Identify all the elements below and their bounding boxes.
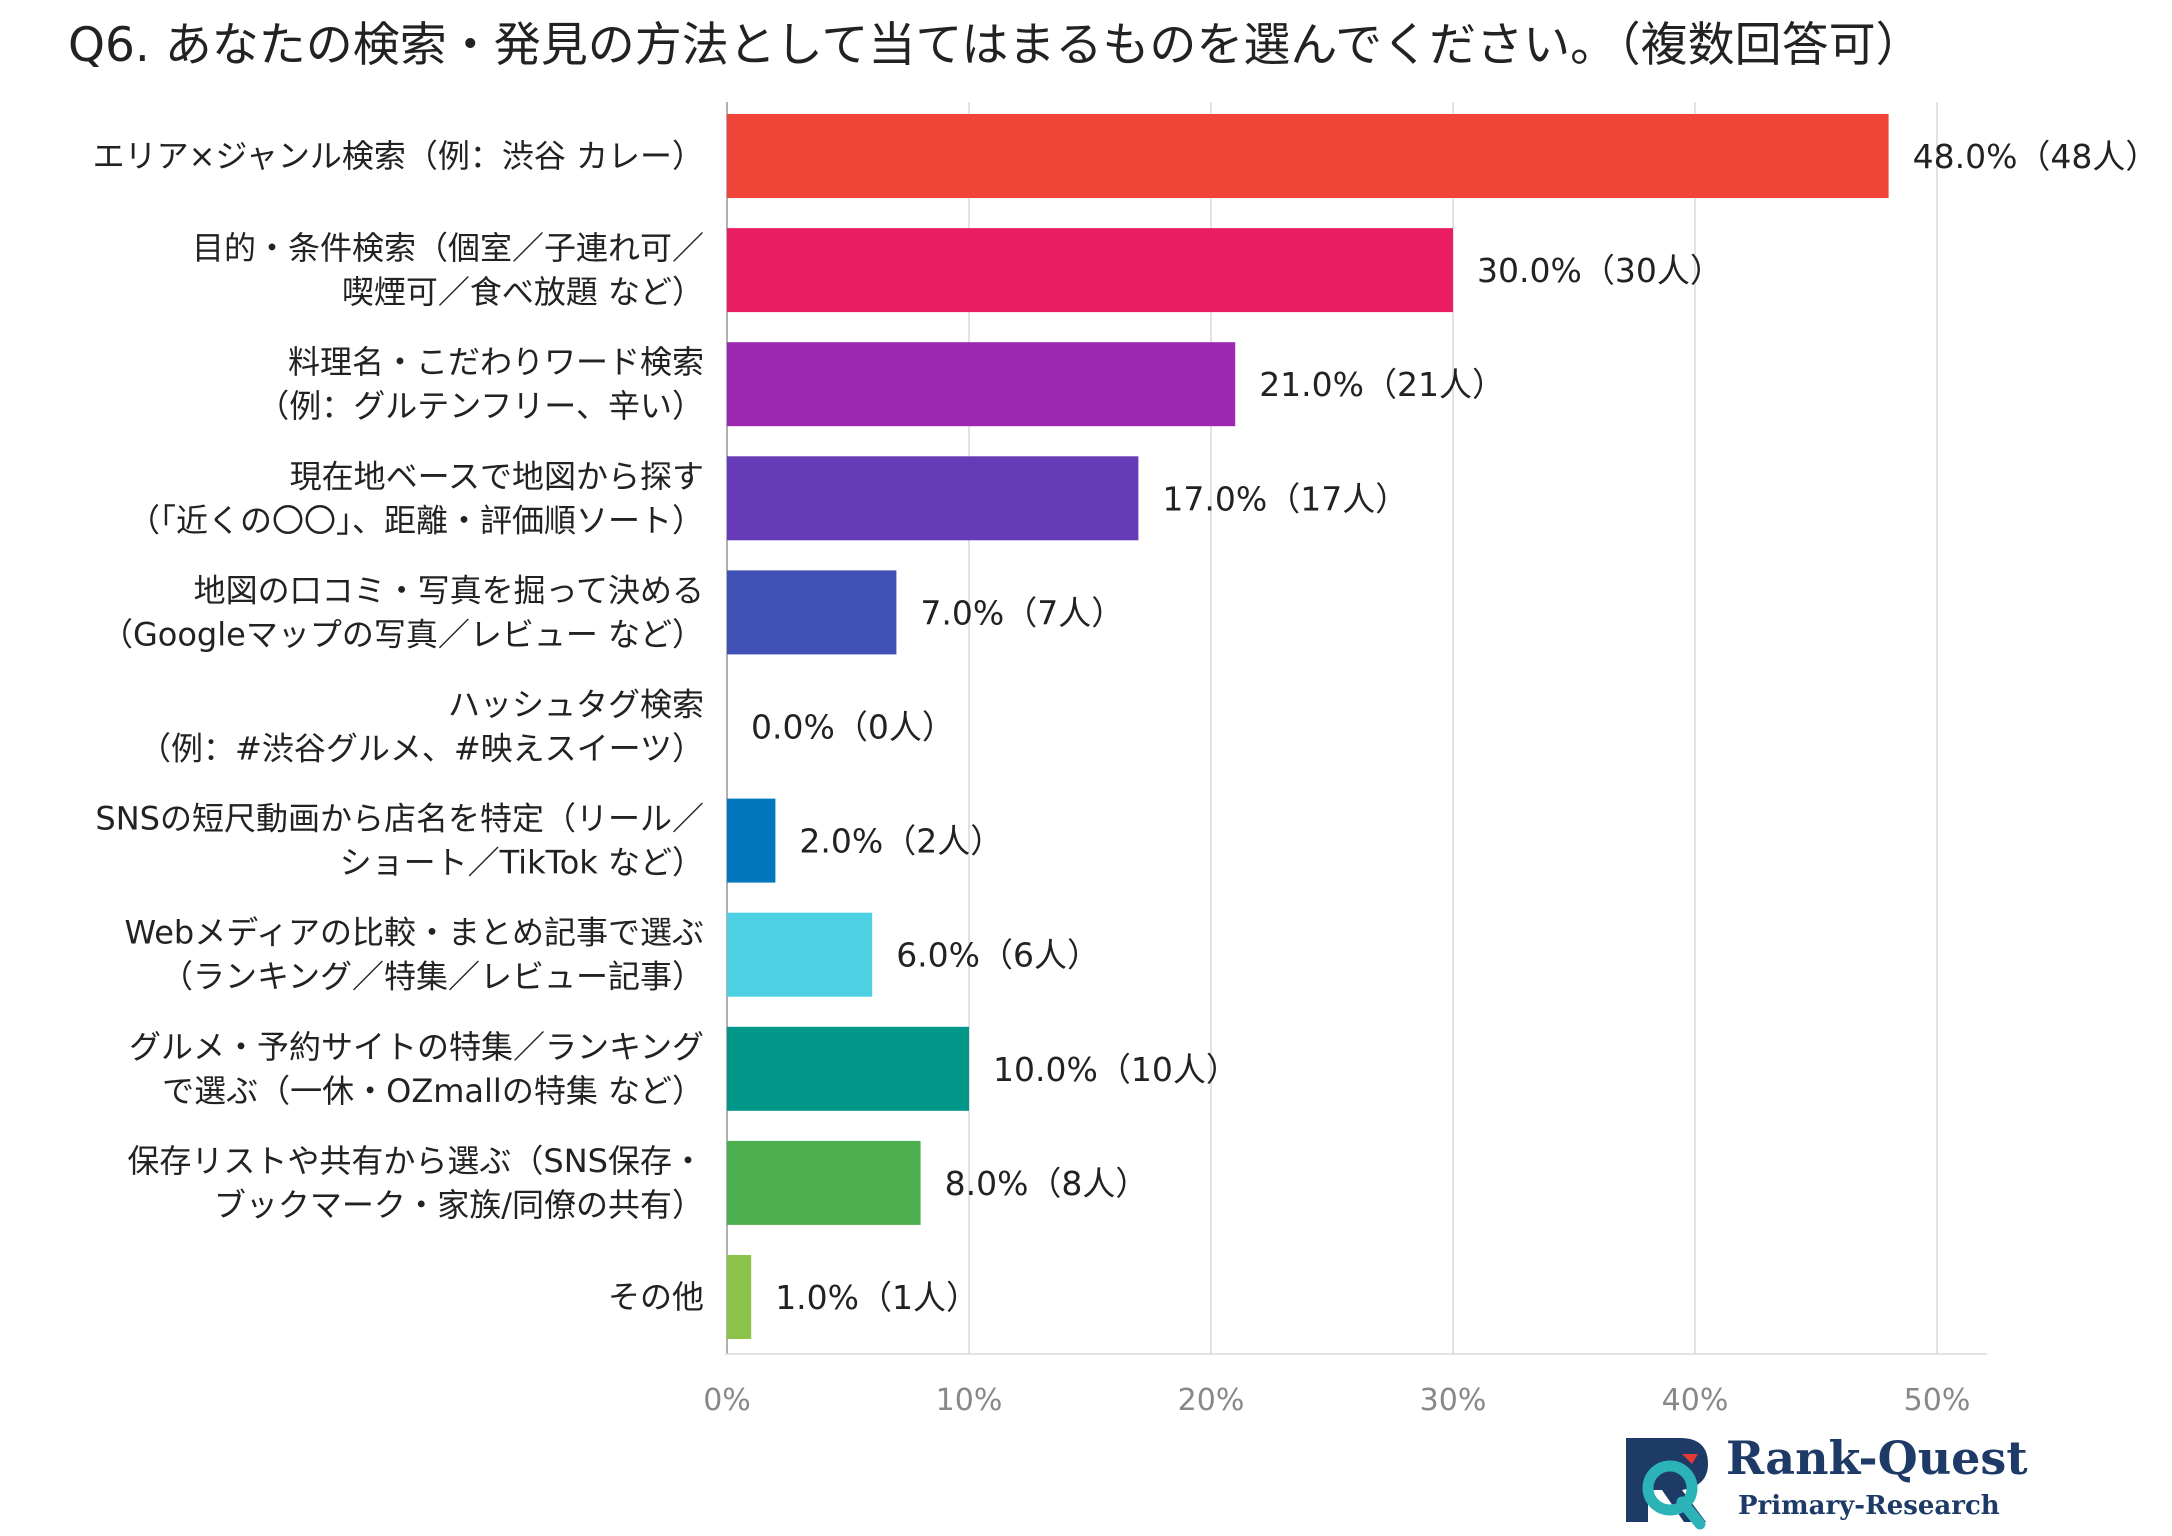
category-label: で選ぶ（一休・OZmallの特集 など） bbox=[162, 1072, 704, 1110]
x-tick-label: 10% bbox=[936, 1383, 1003, 1418]
x-tick-label: 40% bbox=[1662, 1383, 1729, 1418]
bar bbox=[727, 228, 1453, 313]
x-tick-label: 0% bbox=[703, 1383, 751, 1418]
bar bbox=[727, 1140, 921, 1225]
bar bbox=[727, 342, 1236, 427]
category-label: その他 bbox=[608, 1278, 704, 1316]
category-label: ハッシュタグ検索 bbox=[448, 686, 704, 724]
value-label: 2.0%（2人） bbox=[799, 822, 1003, 861]
category-label: SNSの短尺動画から店名を特定（リール／ bbox=[95, 800, 704, 838]
value-labels: 48.0%（48人） 30.0%（30人） 21.0%（21人） 17.0%（17人）… bbox=[751, 137, 2158, 1317]
category-label: 料理名・こだわりワード検索 bbox=[288, 343, 704, 381]
chart-title: Q6. あなたの検索・発見の方法として当てはまるものを選んでください。（複数回答… bbox=[68, 18, 1923, 73]
value-label: 1.0%（1人） bbox=[775, 1278, 979, 1317]
category-label: ブックマーク・家族/同僚の共有） bbox=[214, 1186, 704, 1224]
value-label: 0.0%（0人） bbox=[751, 708, 955, 747]
x-axis-ticks: 0% 10% 20% 30% 40% 50% bbox=[703, 1383, 1970, 1418]
category-labels: エリア×ジャンル検索（例：渋谷 カレー） 目的・条件検索（個室／子連れ可／ 喫煙可／… bbox=[93, 137, 704, 1316]
logo-mark-icon bbox=[1626, 1438, 1708, 1530]
category-label: （Googleマップの写真／レビュー など） bbox=[101, 615, 704, 653]
value-label: 21.0%（21人） bbox=[1259, 365, 1505, 404]
category-label: 地図の口コミ・写真を掘って決める bbox=[194, 571, 704, 609]
category-label: 現在地ベースで地図から探す bbox=[290, 457, 704, 495]
value-label: 17.0%（17人） bbox=[1162, 479, 1408, 518]
bar bbox=[727, 570, 897, 655]
x-tick-label: 50% bbox=[1904, 1383, 1971, 1418]
bar bbox=[727, 1255, 752, 1339]
category-label: 保存リストや共有から選ぶ（SNS保存・ bbox=[127, 1142, 704, 1180]
category-label: （例：#渋谷グルメ、#映えスイーツ） bbox=[139, 730, 704, 768]
category-label: 目的・条件検索（個室／子連れ可／ bbox=[192, 229, 704, 267]
category-label: （ランキング／特集／レビュー記事） bbox=[161, 958, 704, 996]
category-label: エリア×ジャンル検索（例：渋谷 カレー） bbox=[93, 137, 704, 175]
category-label: （「近くの〇〇」、距離・評価順ソート） bbox=[128, 501, 704, 539]
value-label: 30.0%（30人） bbox=[1477, 251, 1723, 290]
logo-name: Rank-Quest bbox=[1726, 1431, 2028, 1485]
x-tick-label: 30% bbox=[1420, 1383, 1487, 1418]
value-label: 6.0%（6人） bbox=[896, 936, 1100, 975]
bar bbox=[727, 798, 776, 883]
value-label: 10.0%（10人） bbox=[993, 1050, 1239, 1089]
bar bbox=[727, 912, 873, 997]
value-label: 8.0%（8人） bbox=[945, 1164, 1149, 1203]
value-label: 48.0%（48人） bbox=[1913, 137, 2159, 176]
bars bbox=[727, 114, 1889, 1339]
category-label: Webメディアの比較・まとめ記事で選ぶ bbox=[124, 914, 704, 952]
x-tick-label: 20% bbox=[1178, 1383, 1245, 1418]
rank-quest-logo: Rank-Quest Primary-Research bbox=[1620, 1430, 2028, 1530]
category-label: 喫煙可／食べ放題 など） bbox=[342, 273, 704, 311]
bar bbox=[727, 456, 1139, 541]
logo-subtitle: Primary-Research bbox=[1738, 1491, 2000, 1521]
category-label: ショート／TikTok など） bbox=[340, 844, 704, 882]
value-label: 7.0%（7人） bbox=[920, 593, 1124, 632]
category-label: （例：グルテンフリー、辛い） bbox=[257, 387, 704, 425]
bar bbox=[727, 114, 1889, 198]
bar bbox=[727, 1026, 969, 1111]
category-label: グルメ・予約サイトの特集／ランキング bbox=[129, 1028, 704, 1066]
